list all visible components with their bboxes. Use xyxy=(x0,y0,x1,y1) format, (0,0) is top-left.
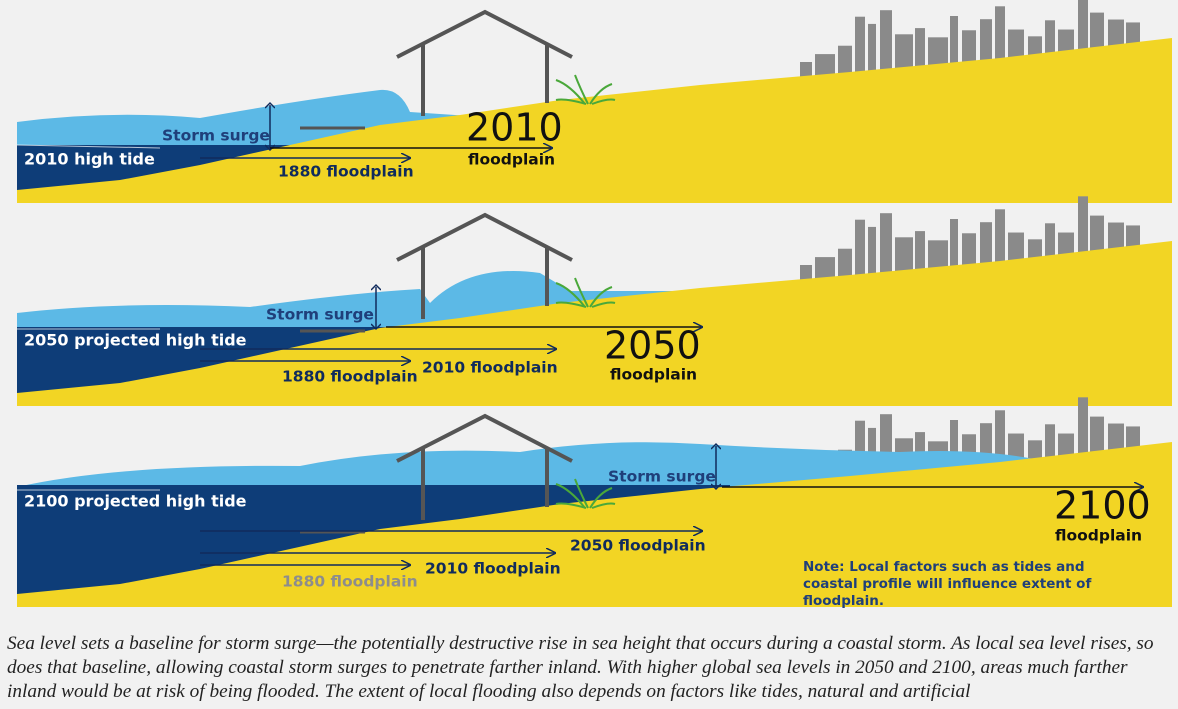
building xyxy=(995,410,1005,491)
building xyxy=(1078,397,1088,478)
label: 2010 xyxy=(466,106,563,150)
tide-line xyxy=(16,144,161,149)
panel xyxy=(17,196,1172,406)
label: 2050 xyxy=(604,324,701,368)
grass xyxy=(555,478,616,509)
surge-water xyxy=(17,442,1040,488)
caption: Sea level sets a baseline for storm surg… xyxy=(7,633,1154,702)
panel xyxy=(17,0,1172,203)
label: 1880 floodplain xyxy=(278,163,414,181)
note: Note: Local factors such as tides and co… xyxy=(803,559,1092,609)
building xyxy=(950,16,958,96)
building xyxy=(950,219,958,299)
building xyxy=(1078,196,1088,277)
building xyxy=(868,226,876,307)
diagram: 2010 high tide Storm surge 1880 floodplain… xyxy=(16,0,1172,607)
label: 2010 high tide xyxy=(24,150,155,169)
label: 1880 floodplain xyxy=(282,368,418,386)
label: Storm surge xyxy=(266,306,374,324)
land xyxy=(17,38,1172,203)
label: 2050 floodplain xyxy=(570,537,706,555)
house-roof xyxy=(396,212,573,262)
building xyxy=(995,209,1005,290)
label: 2100 projected high tide xyxy=(24,492,247,511)
building xyxy=(855,16,865,97)
label: Storm surge xyxy=(608,468,716,486)
grass xyxy=(555,74,616,105)
label: 2050 projected high tide xyxy=(24,331,247,350)
building xyxy=(1078,0,1088,74)
house-roof xyxy=(396,9,573,59)
land xyxy=(17,241,1172,406)
label: floodplain xyxy=(1055,527,1142,545)
label: 1880 floodplain xyxy=(282,573,418,591)
label: floodplain xyxy=(610,366,697,384)
building xyxy=(995,6,1005,87)
label: Storm surge xyxy=(162,127,270,145)
label: floodplain xyxy=(468,151,555,169)
grass xyxy=(555,277,616,308)
building xyxy=(855,219,865,300)
house-roof xyxy=(396,413,573,463)
label: 2010 floodplain xyxy=(425,560,561,578)
label: 2100 xyxy=(1054,484,1151,528)
building xyxy=(868,23,876,104)
label: 2010 floodplain xyxy=(422,359,558,377)
